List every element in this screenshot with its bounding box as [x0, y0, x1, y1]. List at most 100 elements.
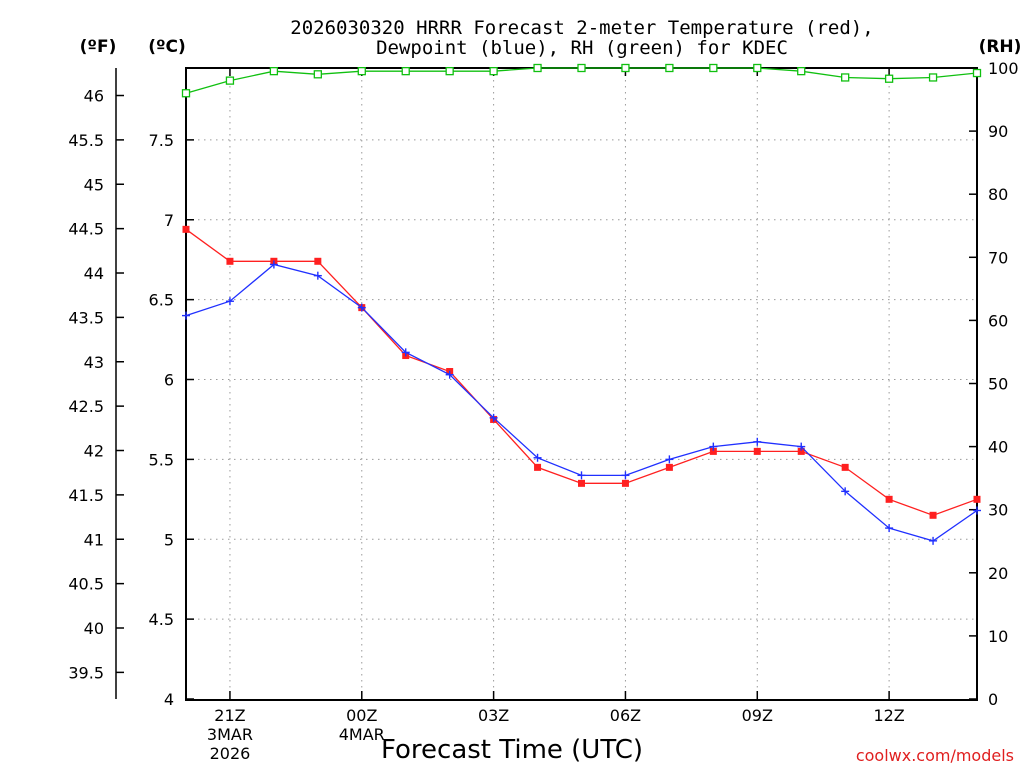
rh-point	[665, 63, 674, 73]
rh-tick-label: 10	[988, 627, 1008, 646]
dewpoint-point	[797, 442, 806, 451]
dewpoint-point	[577, 471, 586, 480]
rh-point	[401, 67, 410, 76]
dewpoint-line	[185, 263, 978, 542]
dewpoint-point	[533, 453, 542, 462]
temperature-point	[314, 257, 322, 265]
fahrenheit-tick-label: 41.5	[68, 486, 104, 505]
dewpoint-point	[973, 506, 981, 515]
dewpoint-point	[313, 271, 322, 280]
plot-frame	[185, 67, 978, 701]
x-tick-label: 03Z	[478, 706, 509, 725]
rh-point	[621, 63, 630, 73]
fahrenheit-unit-label: (ºF)	[80, 37, 117, 57]
celsius-tick-label: 5.5	[149, 450, 174, 469]
rh-tick-label: 30	[988, 501, 1008, 520]
fahrenheit-tick-label: 44	[84, 264, 104, 283]
rh-tick-label: 20	[988, 564, 1008, 583]
fahrenheit-tick-label: 44.5	[68, 220, 104, 239]
celsius-tick-label: 4.5	[149, 610, 174, 629]
dewpoint-point	[709, 442, 718, 451]
fahrenheit-tick-label: 42.5	[68, 397, 104, 416]
rh-point	[181, 89, 191, 98]
dewpoint-point	[357, 303, 366, 312]
temperature-point	[534, 463, 542, 471]
rh-tick-label: 0	[988, 690, 998, 709]
rh-axis: 0 10 20 30 40 50 60 70 80 90 100	[969, 59, 1019, 709]
celsius-tick-label: 4	[164, 690, 174, 709]
fahrenheit-tick-label: 45.5	[68, 131, 104, 150]
dewpoint-point	[225, 297, 234, 306]
rh-tick-label: 100	[988, 59, 1019, 78]
temperature-point	[841, 463, 849, 471]
rh-point	[577, 63, 586, 73]
rh-point	[753, 63, 762, 73]
x-tick-label: 00Z	[346, 706, 377, 725]
x-tick-label: 09Z	[742, 706, 773, 725]
rh-point	[225, 76, 235, 85]
rh-tick-label: 50	[988, 375, 1008, 394]
fahrenheit-axis: 39.5 40 40.5 41 41.5 42 42.5 43 43.5 44 44.5 45 45.5…	[68, 87, 124, 682]
rh-point	[709, 63, 718, 73]
dewpoint-point	[401, 348, 410, 357]
fahrenheit-tick-label: 42	[84, 442, 104, 461]
rh-unit-label: (RH)	[979, 37, 1022, 57]
fahrenheit-tick-label: 45	[84, 175, 104, 194]
temperature-point	[973, 495, 981, 503]
temperature-point	[709, 447, 717, 455]
rh-point	[797, 67, 806, 76]
x-axis-title: Forecast Time (UTC)	[381, 735, 643, 765]
x-tick-label: 12Z	[873, 706, 904, 725]
temperature-point	[665, 463, 673, 471]
rh-point	[445, 67, 454, 76]
dewpoint-point	[621, 471, 630, 480]
dewpoint-point	[665, 455, 674, 464]
temperature-point	[226, 257, 234, 265]
rh-tick-label: 70	[988, 248, 1008, 267]
dewpoint-point	[269, 260, 278, 269]
rh-point	[972, 68, 982, 78]
rh-tick-label: 40	[988, 438, 1008, 457]
dewpoint-point	[445, 370, 454, 379]
rh-point	[884, 74, 894, 83]
dewpoint-point	[929, 536, 938, 545]
rh-point	[533, 63, 542, 73]
temperature-point	[182, 225, 190, 233]
x-tick-label: 06Z	[610, 706, 641, 725]
fahrenheit-tick-label: 41	[84, 530, 104, 549]
rh-point	[489, 67, 498, 76]
x-year-label: 2026	[210, 744, 251, 763]
rh-tick-label: 80	[988, 185, 1008, 204]
celsius-tick-label: 6	[164, 371, 174, 390]
fahrenheit-tick-label: 43	[84, 353, 104, 372]
rh-point	[841, 73, 850, 82]
rh-point	[313, 70, 322, 79]
rh-point	[269, 67, 279, 76]
temperature-point	[797, 447, 805, 455]
dewpoint-point	[885, 524, 894, 533]
dewpoint-point	[489, 413, 498, 422]
dewpoint-point	[753, 437, 762, 446]
fahrenheit-tick-label: 46	[84, 87, 104, 106]
chart-title-line-2: Dewpoint (blue), RH (green) for KDEC	[376, 37, 788, 59]
credit-text: coolwx.com/models	[856, 746, 1014, 765]
rh-point	[357, 67, 366, 76]
x-tick-label: 21Z	[214, 706, 245, 725]
grid	[186, 68, 977, 699]
celsius-unit-label: (ºC)	[148, 37, 186, 57]
celsius-tick-label: 5	[164, 530, 174, 549]
rh-tick-label: 60	[988, 311, 1008, 330]
temperature-point	[578, 479, 585, 487]
fahrenheit-tick-label: 39.5	[68, 663, 104, 682]
rh-point	[928, 73, 938, 82]
temperature-point	[885, 495, 893, 503]
rh-tick-label: 90	[988, 122, 1008, 141]
fahrenheit-tick-label: 40	[84, 619, 104, 638]
celsius-tick-label: 6.5	[149, 291, 174, 310]
celsius-tick-label: 7	[164, 211, 174, 230]
fahrenheit-tick-label: 40.5	[68, 575, 104, 594]
temperature-point	[753, 447, 761, 455]
dewpoint-point	[841, 487, 850, 496]
